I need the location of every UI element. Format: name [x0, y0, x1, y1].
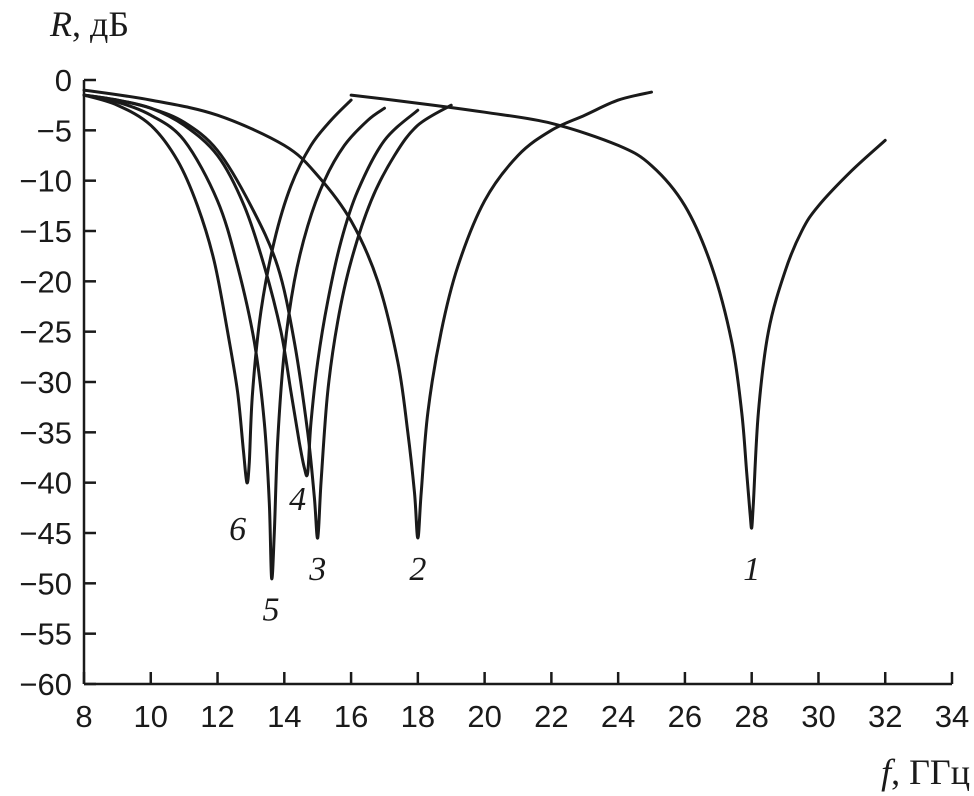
x-tick-label: 10	[134, 699, 168, 734]
series-2-label: 2	[409, 551, 426, 588]
series-1-label: 1	[743, 551, 760, 588]
y-tick-label: −55	[19, 617, 72, 652]
series-2-line	[82, 88, 653, 540]
series-3-label: 3	[308, 551, 326, 588]
x-tick-label: 22	[534, 699, 568, 734]
y-tick-label: −45	[19, 516, 72, 551]
y-axis-unit: , дБ	[72, 4, 129, 44]
series-5-line	[82, 93, 386, 581]
y-tick-label: −20	[19, 264, 72, 299]
x-tick-label: 34	[935, 699, 969, 734]
series-3-line	[82, 93, 453, 540]
y-axis-title: R, дБ	[49, 4, 129, 44]
x-tick-label: 8	[75, 699, 92, 734]
series-6-label: 6	[229, 511, 246, 548]
x-tick-label: 12	[200, 699, 234, 734]
y-tick-label: −25	[19, 315, 72, 350]
series-4-label: 4	[289, 481, 306, 518]
y-tick-label: −40	[19, 466, 72, 501]
y-tick-label: 0	[55, 63, 72, 98]
x-tick-label: 30	[801, 699, 835, 734]
x-tick-label: 20	[467, 699, 501, 734]
y-tick-label: −35	[19, 415, 72, 450]
series-6-line	[82, 93, 353, 485]
y-axis-symbol: R	[49, 4, 72, 44]
x-tick-label: 24	[601, 699, 635, 734]
y-tick-label: −10	[19, 164, 72, 199]
series-4-line	[82, 93, 420, 478]
y-tick-label: −15	[19, 214, 72, 249]
x-axis-title: f, ГГц	[881, 752, 970, 792]
x-tick-label: 18	[401, 699, 435, 734]
x-tick-label: 32	[868, 699, 902, 734]
series-1-line	[349, 93, 887, 530]
x-tick-label: 14	[267, 699, 301, 734]
curve-labels: 1 2 34 5 6	[229, 481, 760, 629]
x-axis-unit: , ГГц	[891, 752, 970, 792]
series-5-label: 5	[262, 592, 279, 629]
axis-ticks: 0 −5 −10 −15 −20 −25 −30 −35 −40 −45 −50 −55 −608 10 1…	[19, 63, 969, 734]
x-tick-label: 28	[734, 699, 768, 734]
x-tick-label: 16	[334, 699, 368, 734]
y-tick-label: −5	[37, 113, 72, 148]
y-tick-label: −30	[19, 365, 72, 400]
plot-area	[82, 88, 887, 581]
x-tick-label: 26	[668, 699, 702, 734]
y-tick-label: −60	[19, 667, 72, 702]
y-tick-label: −50	[19, 566, 72, 601]
